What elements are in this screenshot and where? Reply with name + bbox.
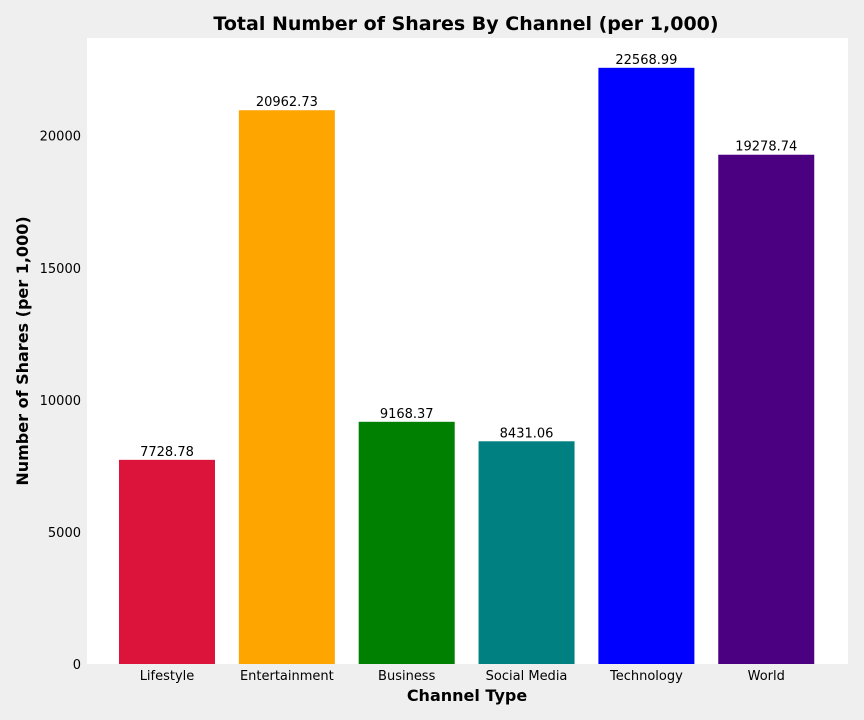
data-label: 8431.06 bbox=[500, 426, 554, 441]
data-label: 20962.73 bbox=[256, 95, 318, 110]
bar-entertainment bbox=[238, 110, 335, 664]
data-label: 19278.74 bbox=[735, 140, 797, 155]
y-axis-ticks: 0 5000 10000 15000 20000 bbox=[40, 130, 81, 673]
bar-lifestyle bbox=[119, 459, 215, 664]
bar-technology bbox=[598, 67, 695, 664]
y-tick-label: 15000 bbox=[40, 262, 81, 277]
data-label: 7728.78 bbox=[140, 445, 194, 460]
data-labels-group: 7728.78 20962.73 9168.37 8431.06 22568.99 192… bbox=[140, 53, 797, 460]
x-tick-label: Lifestyle bbox=[140, 669, 195, 684]
y-tick-label: 0 bbox=[73, 658, 81, 673]
data-label: 9168.37 bbox=[380, 407, 434, 422]
bar-social-media bbox=[478, 441, 575, 664]
chart-title: Total Number of Shares By Channel (per 1… bbox=[213, 13, 718, 35]
x-tick-label: Entertainment bbox=[240, 669, 334, 684]
bars-group bbox=[119, 67, 815, 664]
y-tick-label: 5000 bbox=[48, 526, 81, 541]
bar-world bbox=[718, 154, 815, 664]
data-label: 22568.99 bbox=[615, 53, 677, 68]
y-tick-label: 10000 bbox=[40, 394, 81, 409]
x-tick-label: World bbox=[748, 669, 785, 684]
x-axis-ticks: Lifestyle Entertainment Business Social Med… bbox=[140, 669, 785, 684]
x-tick-label: Business bbox=[378, 669, 436, 684]
x-tick-label: Technology bbox=[609, 669, 683, 684]
y-tick-label: 20000 bbox=[40, 130, 81, 145]
y-axis-label: Number of Shares (per 1,000) bbox=[13, 216, 32, 485]
x-tick-label: Social Media bbox=[486, 669, 568, 684]
x-axis-label: Channel Type bbox=[407, 686, 528, 705]
bar-business bbox=[358, 421, 455, 664]
